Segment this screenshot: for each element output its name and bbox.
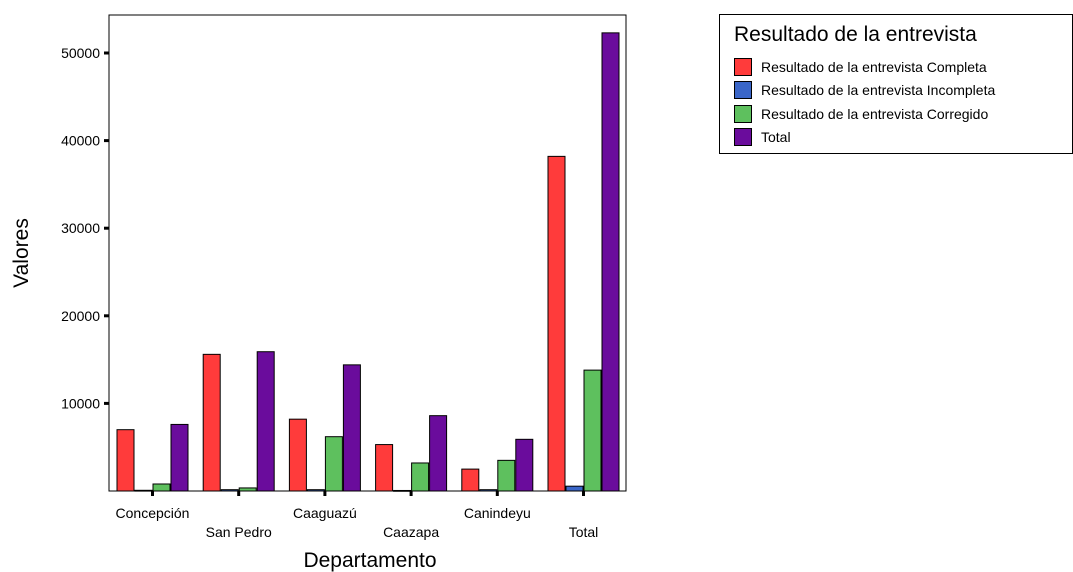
legend-label: Resultado de la entrevista Corregido: [761, 105, 989, 122]
legend-label: Total: [761, 129, 791, 146]
x-tick-label: Concepción: [116, 505, 190, 521]
y-tick-label: 40000: [61, 133, 100, 149]
legend-label: Resultado de la entrevista Incompleta: [761, 82, 996, 99]
y-tick-label: 30000: [61, 220, 100, 236]
y-axis-label: Valores: [10, 218, 33, 288]
bar: [288, 418, 307, 492]
legend-title: Resultado de la entrevista: [734, 23, 977, 46]
y-tick-label: 50000: [61, 45, 100, 61]
bar: [324, 436, 343, 492]
bar: [565, 485, 584, 492]
bar: [202, 353, 221, 492]
bar: [429, 415, 448, 492]
legend-item: Resultado de la entrevista Corregido: [734, 102, 995, 126]
bar: [497, 459, 516, 492]
bar: [515, 438, 534, 492]
x-axis: Concepción San Pedro Caaguazú Caazapa Canind…: [116, 491, 599, 540]
bar: [375, 444, 394, 492]
legend-item: Resultado de la entrevista Incompleta: [734, 79, 995, 103]
x-tick-label: San Pedro: [206, 524, 272, 540]
bar: [152, 483, 171, 492]
legend-swatch: [734, 81, 752, 100]
legend-item: Total: [734, 126, 995, 150]
legend-item: Resultado de la entrevista Completa: [734, 55, 995, 79]
x-tick-label: Total: [569, 524, 599, 540]
y-tick-label: 10000: [61, 395, 100, 411]
x-tick-label: Canindeyu: [464, 505, 531, 521]
bar: [547, 155, 566, 492]
bar: [116, 429, 135, 492]
bar: [256, 351, 275, 492]
legend-swatch: [734, 128, 752, 147]
y-axis: 10000 20000 30000 40000 50000: [61, 45, 109, 411]
legend-swatch: [734, 57, 752, 76]
bar: [411, 462, 430, 492]
x-tick-label: Caaguazú: [293, 505, 357, 521]
bar: [461, 468, 480, 492]
y-tick-label: 20000: [61, 308, 100, 324]
legend-list: Resultado de la entrevista Completa Resul…: [734, 55, 995, 149]
legend-swatch: [734, 104, 752, 123]
bar: [170, 423, 189, 492]
x-tick-label: Caazapa: [383, 524, 439, 540]
bar: [601, 32, 620, 492]
bars-layer: [116, 32, 620, 492]
legend: Resultado de la entrevista Resultado de …: [719, 14, 1073, 154]
legend-label: Resultado de la entrevista Completa: [761, 58, 987, 75]
bar: [342, 364, 361, 492]
x-axis-label: Departamento: [303, 549, 436, 572]
plot-frame: [108, 14, 627, 492]
bar: [583, 369, 602, 492]
